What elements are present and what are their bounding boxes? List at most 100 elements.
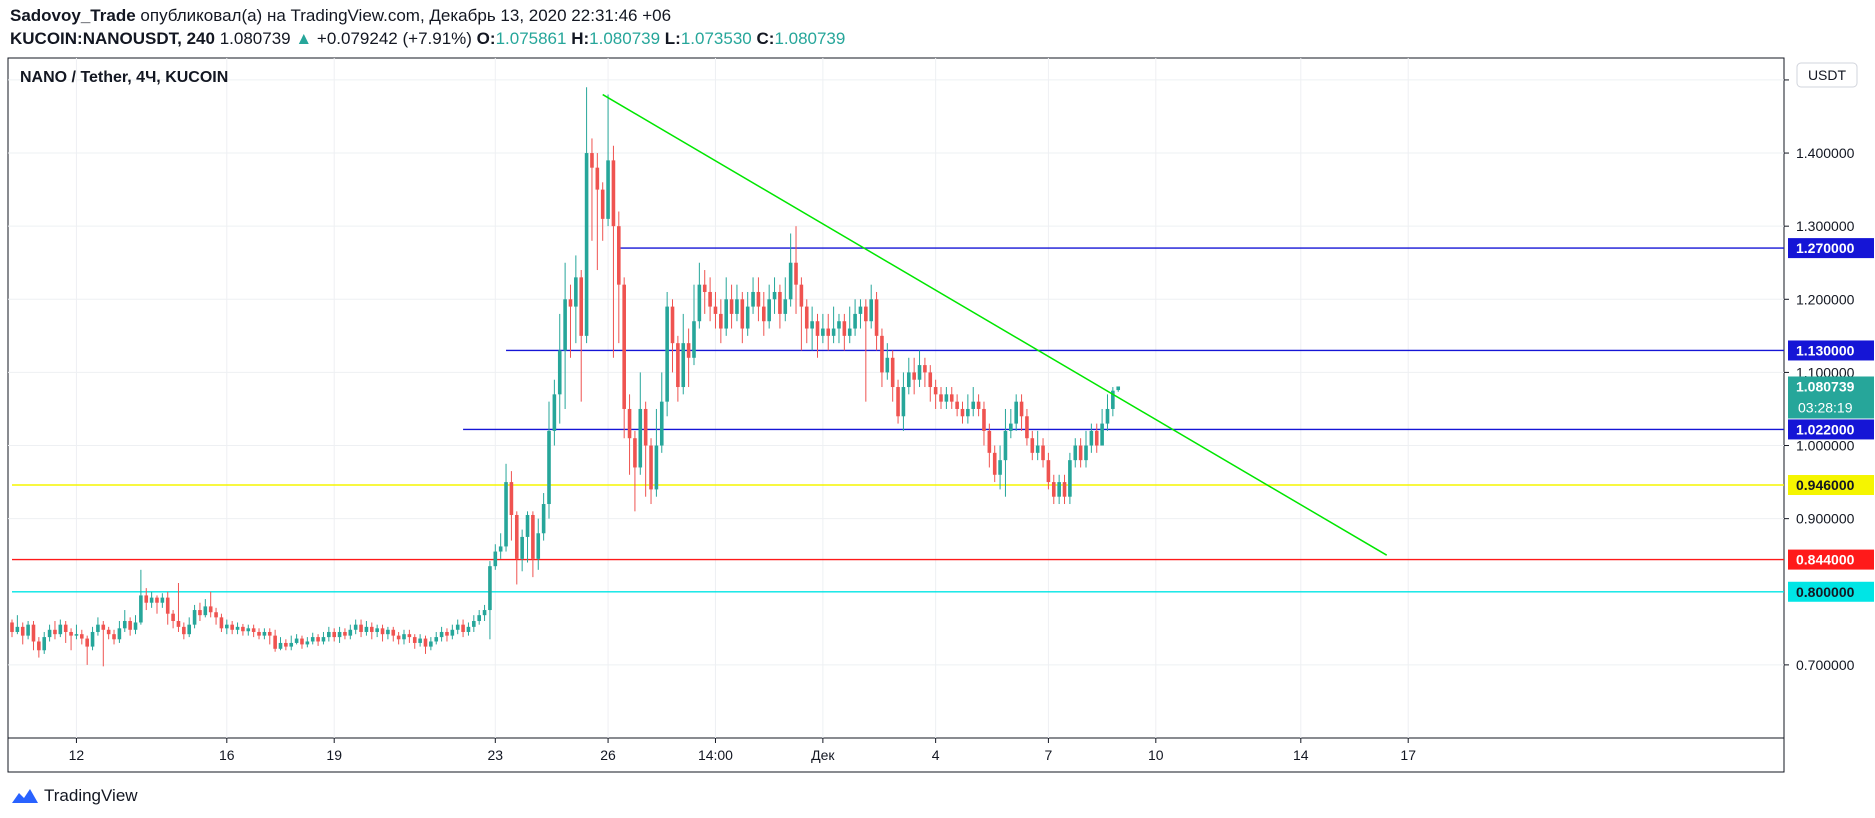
candle-body — [584, 153, 589, 336]
candle-body — [407, 634, 412, 638]
candle-body — [257, 631, 261, 636]
candle-body — [541, 504, 546, 534]
level-price-label: 1.270000 — [1796, 240, 1855, 256]
candle-body — [396, 635, 401, 640]
candle-body — [1051, 482, 1056, 497]
candle-body — [418, 638, 422, 643]
candle-body — [429, 641, 433, 647]
price-axis[interactable]: 1.5000001.4000001.3000001.2000001.100000… — [1784, 72, 1874, 673]
candle-body — [375, 628, 379, 632]
candle-body — [923, 365, 927, 373]
candle-body — [128, 621, 132, 630]
level-price-label: 1.022000 — [1796, 421, 1855, 437]
candle-body — [751, 291, 755, 307]
candle-body — [890, 357, 895, 388]
candle-body — [139, 595, 143, 623]
candle-body — [284, 642, 288, 647]
trendline[interactable] — [602, 93, 1388, 556]
candle-body — [294, 638, 299, 643]
candle-body — [208, 606, 213, 613]
candle-body — [1073, 445, 1078, 461]
candle-body — [187, 624, 192, 635]
candle-body — [998, 460, 1002, 475]
candle-body — [885, 357, 890, 373]
tradingview-logo[interactable]: TradingView — [10, 785, 138, 807]
x-tick-label: 14:00 — [698, 747, 733, 763]
y-tick-label: 0.900000 — [1796, 511, 1855, 527]
currency-button[interactable]: USDT — [1796, 62, 1858, 88]
candle-body — [724, 299, 729, 329]
time-axis[interactable]: 12 16 19 23 26 14:00 Дек 4 7 10 14 17 — [69, 738, 1417, 763]
candle-body — [729, 299, 734, 314]
candle-body — [568, 299, 573, 307]
candle-body — [1094, 430, 1099, 446]
candle-body — [241, 626, 245, 632]
candle-body — [402, 634, 406, 640]
candle-body — [815, 321, 820, 336]
candle-body — [982, 408, 986, 431]
candle-body — [574, 277, 578, 307]
tradingview-logo-icon — [12, 789, 38, 803]
candle-body — [906, 372, 911, 388]
candle-body — [450, 629, 455, 636]
y-tick-label: 0.700000 — [1796, 657, 1855, 673]
chart-title: NANO / Tether, 4Ч, KUCOIN — [20, 69, 228, 86]
candle-body — [697, 284, 702, 322]
candle-body — [122, 621, 127, 629]
candle-body — [853, 313, 857, 329]
candle-body — [1035, 445, 1040, 453]
candles — [10, 87, 1121, 667]
y-tick-label: 1.300000 — [1796, 218, 1855, 234]
x-tick-label: 7 — [1045, 747, 1053, 763]
y-tick-label: 1.100000 — [1796, 364, 1855, 380]
candle-body — [622, 284, 626, 409]
candle-body — [611, 160, 616, 227]
candle-body — [837, 321, 841, 329]
candle-body — [509, 482, 514, 515]
candle-body — [590, 153, 594, 168]
candle-body — [831, 328, 836, 336]
candle-body — [1068, 460, 1072, 497]
candle-body — [1089, 430, 1094, 446]
candle-body — [1009, 423, 1013, 431]
candle-body — [681, 343, 686, 388]
candle-body — [85, 638, 89, 647]
candle-body — [278, 642, 283, 649]
level-price-label: 1.130000 — [1796, 342, 1855, 358]
candle-body — [235, 626, 240, 630]
currency-button-label[interactable]: USDT — [1808, 67, 1847, 83]
x-tick-label: 14 — [1293, 747, 1309, 763]
candle-body — [337, 631, 342, 638]
author-name[interactable]: Sadovoy_Trade — [10, 6, 136, 25]
candle-body — [960, 408, 965, 417]
candle-body — [901, 387, 906, 417]
candle-body — [976, 401, 981, 409]
candle-body — [439, 631, 444, 638]
candle-body — [445, 631, 449, 636]
candle-body — [348, 629, 353, 636]
last-price-tag — [1788, 376, 1874, 419]
candle-body — [198, 610, 202, 616]
candle-body — [225, 624, 229, 629]
level-price-tag — [1788, 581, 1874, 602]
countdown-label: 03:28:19 — [1798, 399, 1853, 415]
candle-body — [1019, 401, 1024, 417]
candle-body — [117, 628, 122, 640]
candle-body — [939, 394, 943, 402]
candle-body — [289, 642, 294, 647]
last-price: 1.080739 — [219, 29, 291, 48]
candle-body — [547, 430, 551, 505]
candle-body — [31, 624, 36, 642]
candle-body — [520, 536, 524, 559]
currency-button-frame[interactable] — [1796, 62, 1858, 88]
candle-body — [842, 321, 847, 336]
candle-body — [966, 408, 970, 417]
trendline-group — [602, 93, 1388, 556]
candle-body — [692, 321, 696, 358]
tradingview-logo-text: TradingView — [44, 786, 138, 805]
candle-body — [638, 408, 643, 468]
candle-body — [434, 637, 439, 642]
candle-body — [1078, 445, 1083, 461]
candle-body — [1046, 460, 1051, 483]
